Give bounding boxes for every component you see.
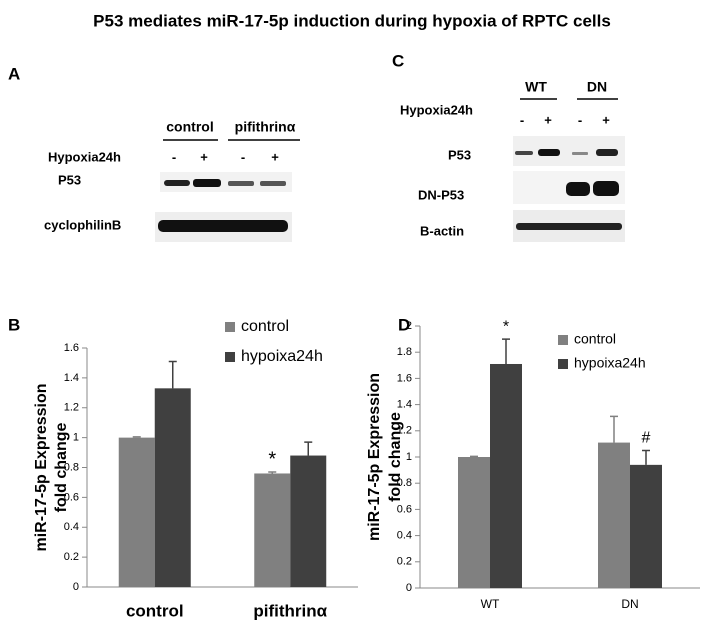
y-tick-label: 1.4 (397, 399, 412, 411)
bar (290, 455, 327, 587)
row-label: P53 (58, 172, 81, 187)
y-tick-label: 0 (406, 582, 412, 594)
group-label: WT (525, 79, 547, 95)
y-axis-label: fold change (53, 423, 70, 513)
lane-sign: - (172, 149, 176, 164)
annotation: * (503, 318, 509, 335)
x-tick-label: control (126, 601, 184, 620)
panel-letter: C (392, 51, 404, 70)
y-tick-label: 1.8 (397, 346, 412, 358)
figure-title: P53 mediates miR-17-5p induction during … (93, 11, 611, 30)
legend-label: control (574, 331, 616, 347)
y-tick-label: 1.6 (397, 372, 412, 384)
y-tick-label: 1 (73, 432, 79, 444)
y-axis-label: miR-17-5p Expression (366, 373, 383, 541)
row-label: B-actin (420, 223, 464, 238)
y-tick-label: 1 (406, 451, 412, 463)
y-tick-label: 1.2 (397, 425, 412, 437)
group-label: DN (587, 79, 607, 95)
error-bar (470, 455, 478, 458)
blot-image (155, 172, 292, 242)
legend-swatch (225, 322, 235, 332)
treatment-label: Hypoxia24h (48, 149, 121, 164)
blot-image (513, 136, 625, 242)
legend-label: control (241, 318, 289, 335)
error-bar (642, 449, 650, 465)
bar (630, 464, 662, 588)
y-tick-label: 1.6 (64, 342, 79, 354)
y-tick-label: 1.4 (64, 372, 79, 384)
lane-sign: - (578, 112, 582, 127)
y-tick-label: 0.6 (64, 491, 79, 503)
row-label: cyclophilinB (44, 217, 121, 232)
y-tick-label: 2 (406, 320, 412, 332)
row-label: P53 (448, 147, 471, 162)
legend-swatch (558, 359, 568, 369)
error-bar (610, 415, 618, 443)
group-label: pifithrinα (235, 119, 296, 135)
lane-sign: - (241, 149, 245, 164)
y-axis-label: fold change (387, 412, 404, 502)
y-tick-label: 0.8 (64, 461, 79, 473)
y-tick-label: 0.2 (397, 556, 412, 568)
error-bar (168, 360, 177, 389)
lane-sign: - (520, 112, 524, 127)
lane-sign: + (602, 112, 610, 127)
y-tick-label: 0.4 (64, 521, 79, 533)
error-bar (502, 338, 510, 364)
x-tick-label: pifithrinα (253, 601, 327, 620)
y-tick-label: 1.2 (64, 402, 79, 414)
panel-letter: A (8, 64, 20, 83)
bar (154, 388, 191, 587)
treatment-label: Hypoxia24h (400, 102, 473, 117)
y-tick-label: 0 (73, 581, 79, 593)
error-bar (304, 441, 313, 456)
annotation: # (642, 430, 651, 447)
lane-sign: + (271, 149, 279, 164)
group-label: control (166, 119, 213, 135)
bar (458, 457, 490, 588)
y-axis-label: miR-17-5p Expression (33, 383, 50, 551)
bar (598, 442, 630, 588)
bar (490, 363, 522, 588)
lane-sign: + (200, 149, 208, 164)
y-tick-label: 0.2 (64, 551, 79, 563)
legend-label: hypoixa24h (241, 348, 323, 365)
bar (118, 437, 155, 587)
x-tick-label: WT (481, 597, 500, 611)
y-tick-label: 0.8 (397, 477, 412, 489)
x-tick-label: DN (621, 597, 638, 611)
legend-label: hypoixa24h (574, 355, 646, 371)
panel-letter: B (8, 315, 20, 334)
y-tick-label: 0.6 (397, 503, 412, 515)
lane-sign: + (544, 112, 552, 127)
row-label: DN-P53 (418, 187, 464, 202)
legend-swatch (558, 335, 568, 345)
y-tick-label: 0.4 (397, 530, 412, 542)
legend-swatch (225, 352, 235, 362)
error-bar (132, 436, 141, 438)
panel-letter: D (398, 315, 410, 334)
error-bar (268, 471, 277, 474)
bar (254, 473, 291, 587)
annotation: * (268, 448, 276, 470)
